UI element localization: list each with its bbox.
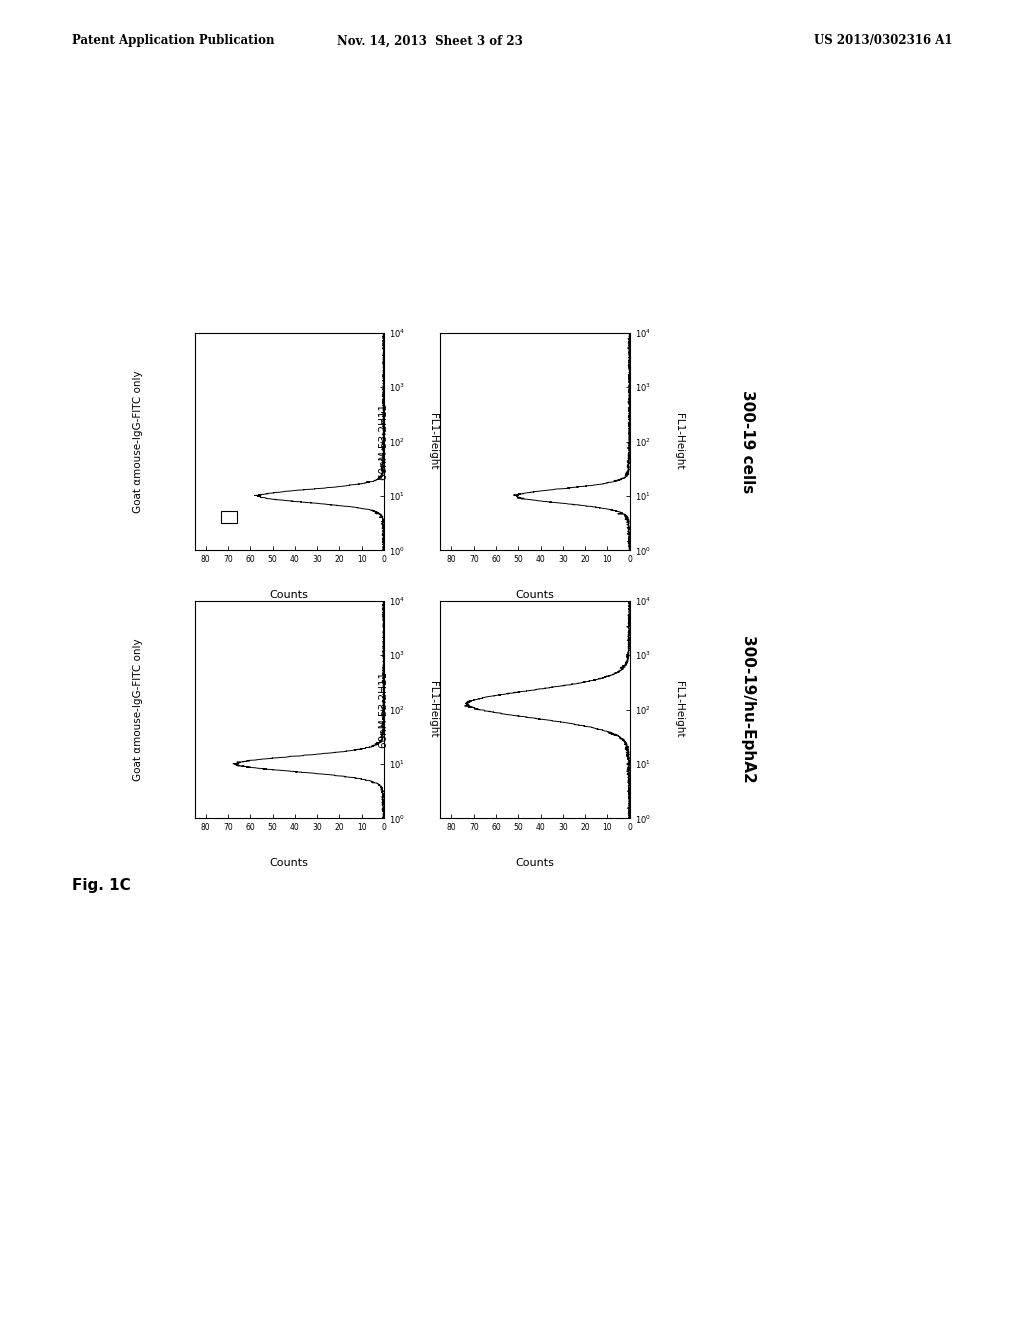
- Text: FL1-Height: FL1-Height: [428, 413, 438, 470]
- Text: Goat αmouse-IgG-FITC only: Goat αmouse-IgG-FITC only: [133, 370, 143, 513]
- Text: Nov. 14, 2013  Sheet 3 of 23: Nov. 14, 2013 Sheet 3 of 23: [337, 34, 523, 48]
- Text: 60nM 53.2H11: 60nM 53.2H11: [379, 672, 389, 747]
- Text: Patent Application Publication: Patent Application Publication: [72, 34, 274, 48]
- Text: Counts: Counts: [516, 858, 554, 869]
- Text: 60nM 53.2H11: 60nM 53.2H11: [379, 404, 389, 479]
- Text: FL1-Height: FL1-Height: [428, 681, 438, 738]
- Text: 300-19/hu-EphA2: 300-19/hu-EphA2: [740, 636, 755, 783]
- Text: 300-19 cells: 300-19 cells: [740, 389, 755, 494]
- Text: Goat αmouse-IgG-FITC only: Goat αmouse-IgG-FITC only: [133, 638, 143, 781]
- Text: FL1-Height: FL1-Height: [674, 413, 684, 470]
- Text: Counts: Counts: [516, 590, 554, 601]
- Text: FL1-Height: FL1-Height: [674, 681, 684, 738]
- Text: Fig. 1C: Fig. 1C: [72, 878, 130, 892]
- Text: Counts: Counts: [270, 590, 308, 601]
- Text: US 2013/0302316 A1: US 2013/0302316 A1: [814, 34, 952, 48]
- Text: Counts: Counts: [270, 858, 308, 869]
